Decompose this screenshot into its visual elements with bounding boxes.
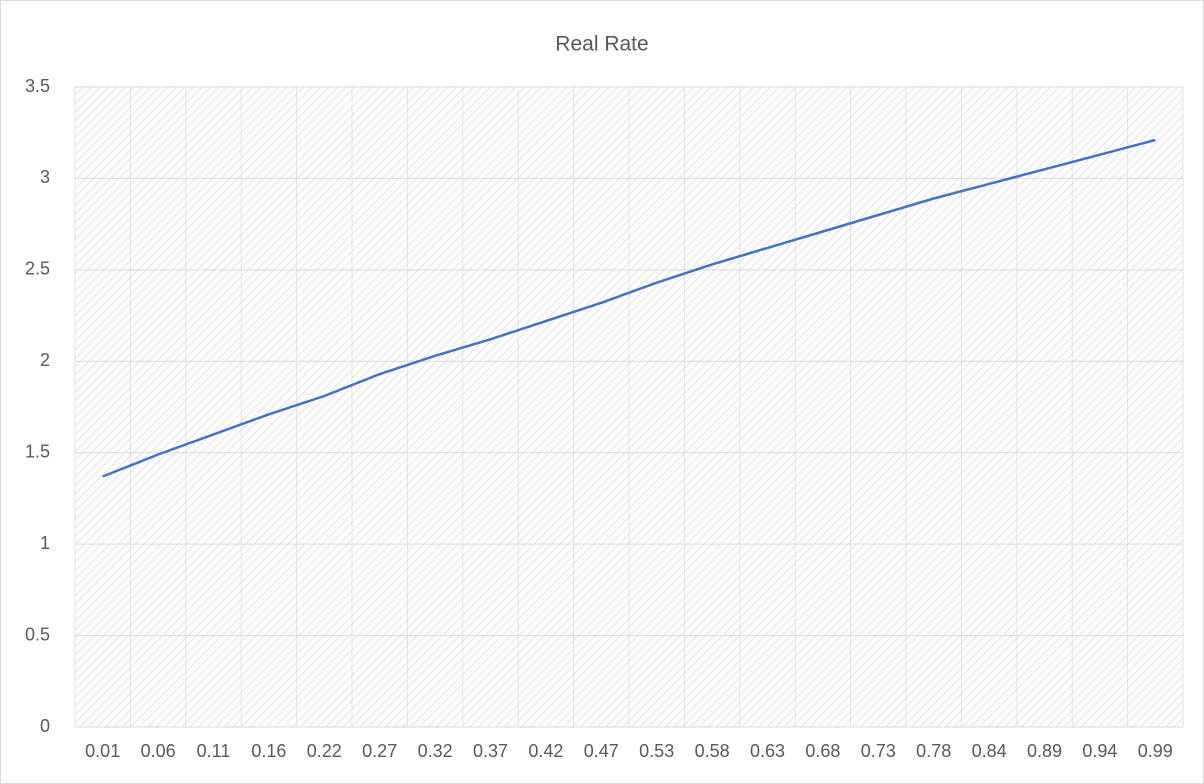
- x-tick-label: 0.01: [85, 741, 120, 761]
- x-tick-label: 0.11: [197, 741, 231, 761]
- y-tick-label: 1: [40, 533, 50, 553]
- x-tick-label: 0.42: [528, 741, 563, 761]
- x-tick-label: 0.94: [1082, 741, 1117, 761]
- x-tick-label: 0.16: [251, 741, 286, 761]
- x-tick-label: 0.32: [418, 741, 453, 761]
- x-tick-label: 0.53: [639, 741, 674, 761]
- x-tick-label: 0.78: [916, 741, 951, 761]
- x-tick-label: 0.06: [141, 741, 176, 761]
- x-tick-label: 0.73: [861, 741, 896, 761]
- y-tick-label: 1.5: [25, 441, 50, 461]
- x-tick-label: 0.22: [307, 741, 342, 761]
- x-tick-label: 0.58: [695, 741, 730, 761]
- y-tick-label: 2: [40, 350, 50, 370]
- line-series: [102, 138, 1156, 478]
- x-tick-label: 0.84: [972, 741, 1007, 761]
- chart-title: Real Rate: [555, 33, 648, 56]
- y-tick-label: 0.5: [25, 624, 50, 644]
- x-tick-label: 0.68: [805, 741, 840, 761]
- x-tick-label: 0.89: [1027, 741, 1062, 761]
- x-tick-label: 0.99: [1138, 741, 1173, 761]
- y-tick-label: 3.5: [25, 76, 50, 96]
- y-tick-label: 2.5: [25, 259, 50, 279]
- x-tick-label: 0.37: [473, 741, 508, 761]
- x-tick-label: 0.27: [362, 741, 397, 761]
- x-tick-label: 0.47: [584, 741, 619, 761]
- x-tick-label: 0.63: [750, 741, 785, 761]
- y-tick-label: 3: [40, 167, 50, 187]
- y-tick-label: 0: [40, 716, 50, 736]
